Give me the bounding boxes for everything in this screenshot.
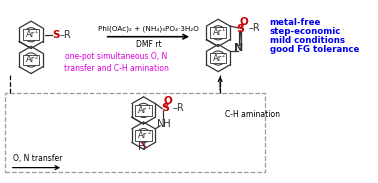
FancyBboxPatch shape — [23, 29, 39, 40]
Text: N: N — [157, 119, 165, 129]
Text: 2: 2 — [35, 55, 38, 60]
Text: step-economic: step-economic — [270, 27, 341, 36]
FancyBboxPatch shape — [210, 53, 226, 63]
Text: metal-free: metal-free — [270, 18, 321, 27]
Text: S: S — [237, 24, 245, 34]
Text: DMF rt: DMF rt — [136, 40, 161, 49]
Text: O: O — [163, 96, 172, 106]
Text: H: H — [138, 142, 146, 152]
Text: –R: –R — [248, 23, 260, 33]
Text: O: O — [239, 17, 248, 27]
Bar — [5, 93, 265, 172]
Text: –R: –R — [173, 103, 184, 113]
Text: 1: 1 — [147, 105, 150, 110]
Text: Ar: Ar — [212, 28, 222, 37]
Text: 1: 1 — [35, 29, 38, 34]
Text: one-pot simultaneous O, N
transfer and C-H amination: one-pot simultaneous O, N transfer and C… — [64, 52, 169, 73]
Text: S: S — [161, 103, 169, 113]
Text: –R: –R — [59, 30, 71, 40]
Text: 2: 2 — [147, 130, 150, 135]
Text: 2: 2 — [222, 53, 225, 58]
Text: S: S — [53, 30, 60, 40]
Text: Ar: Ar — [212, 54, 222, 63]
Text: PhI(OAc)₂ + (NH₄)₃PO₄·3H₂O: PhI(OAc)₂ + (NH₄)₃PO₄·3H₂O — [98, 25, 199, 32]
Text: Ar: Ar — [138, 106, 147, 115]
Text: Ar: Ar — [25, 30, 35, 39]
Text: O, N transfer: O, N transfer — [12, 154, 62, 163]
Text: H: H — [163, 119, 171, 129]
Text: mild conditions: mild conditions — [270, 36, 345, 45]
FancyBboxPatch shape — [135, 105, 152, 116]
Text: Ar: Ar — [25, 55, 35, 64]
Text: 1: 1 — [222, 27, 225, 32]
Text: N: N — [234, 43, 243, 53]
FancyBboxPatch shape — [23, 55, 39, 65]
Text: good FG tolerance: good FG tolerance — [270, 45, 359, 54]
FancyBboxPatch shape — [135, 130, 152, 141]
FancyBboxPatch shape — [210, 27, 226, 38]
Text: C-H amination: C-H amination — [225, 110, 280, 119]
Text: Ar: Ar — [138, 131, 147, 140]
